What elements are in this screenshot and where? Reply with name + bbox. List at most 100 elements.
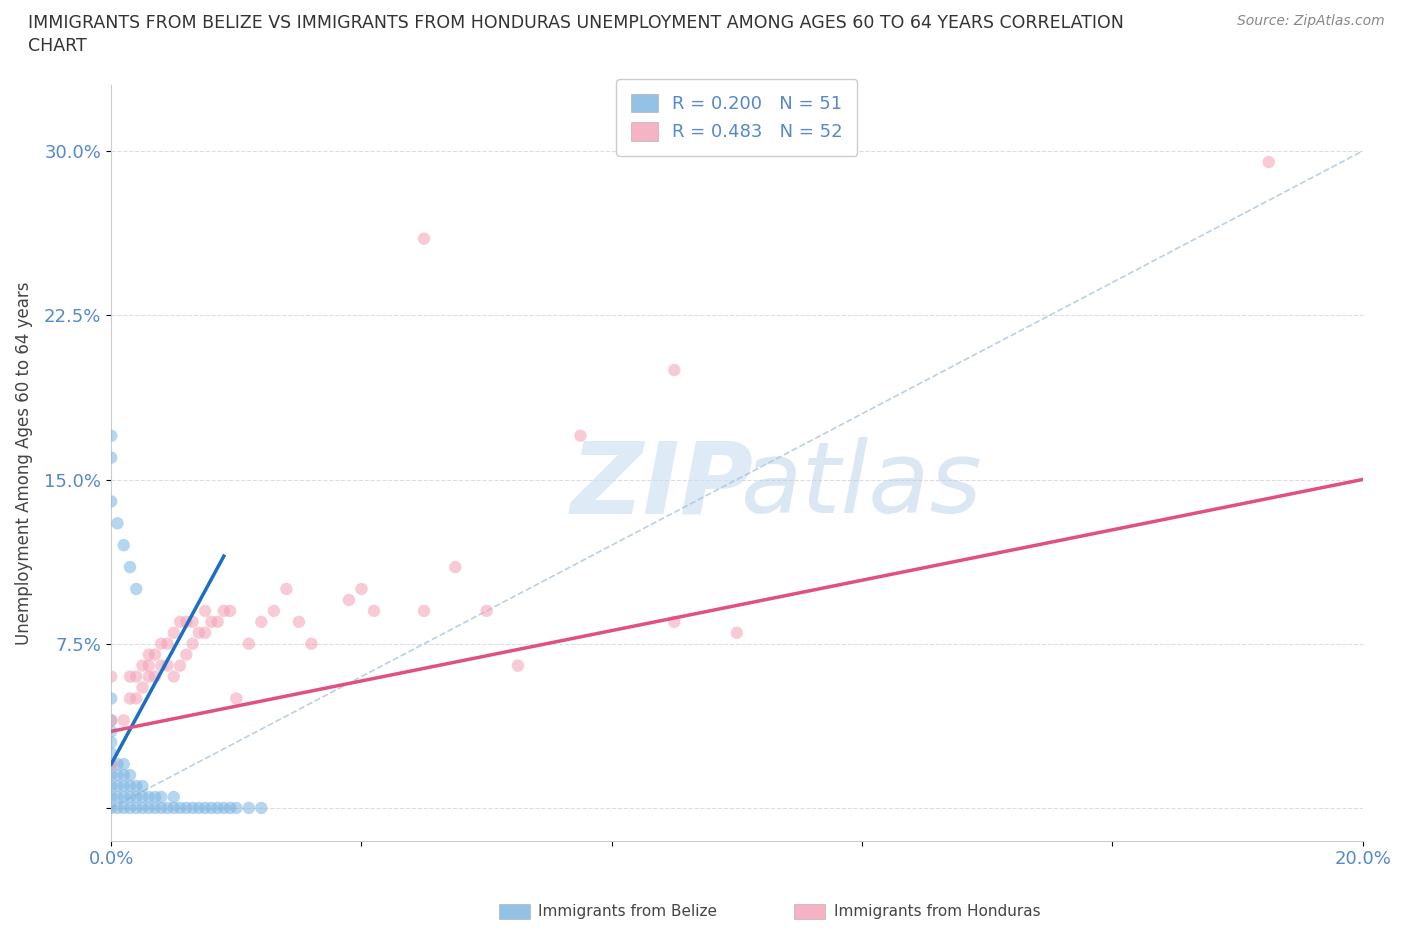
Point (174, 615, 197, 630)
Point (138, 647, 160, 662)
Text: CHART: CHART (28, 37, 87, 55)
Point (219, 801, 242, 816)
Point (118, 778, 141, 793)
Point (125, 581, 148, 596)
Point (337, 592, 360, 607)
Point (112, 757, 135, 772)
Point (150, 790, 173, 804)
Point (150, 636, 173, 651)
Point (187, 801, 209, 816)
Point (250, 801, 273, 816)
Y-axis label: Unemployment Among Ages 60 to 64 years: Unemployment Among Ages 60 to 64 years (15, 282, 32, 644)
Text: atlas: atlas (741, 437, 983, 534)
Point (143, 790, 166, 804)
Point (207, 615, 229, 630)
Point (181, 801, 204, 816)
Point (276, 581, 298, 596)
Point (506, 658, 529, 673)
Point (125, 669, 148, 684)
Point (107, 757, 129, 772)
Point (112, 801, 135, 816)
Text: IMMIGRANTS FROM BELIZE VS IMMIGRANTS FROM HONDURAS UNEMPLOYMENT AMONG AGES 60 TO: IMMIGRANTS FROM BELIZE VS IMMIGRANTS FRO… (28, 14, 1123, 32)
Point (100, 494, 122, 509)
Point (212, 801, 235, 816)
Point (288, 615, 311, 630)
Point (250, 615, 273, 630)
Point (100, 724, 122, 738)
Point (664, 363, 686, 378)
Point (131, 658, 153, 673)
Point (725, 625, 748, 640)
Point (174, 647, 197, 662)
Point (100, 778, 122, 793)
Point (107, 767, 129, 782)
Point (413, 232, 436, 246)
Point (131, 790, 153, 804)
Text: ZIP: ZIP (571, 437, 754, 534)
Point (174, 801, 197, 816)
Point (263, 604, 285, 618)
Point (131, 680, 153, 695)
Point (169, 801, 191, 816)
Point (200, 801, 222, 816)
Point (156, 801, 179, 816)
Point (100, 801, 122, 816)
Point (143, 669, 166, 684)
Point (118, 801, 141, 816)
Point (219, 604, 242, 618)
Point (100, 713, 122, 728)
Text: Immigrants from Belize: Immigrants from Belize (538, 904, 717, 919)
Point (138, 669, 160, 684)
Point (138, 658, 160, 673)
Point (100, 713, 122, 728)
Point (225, 801, 247, 816)
Point (112, 778, 135, 793)
Point (194, 801, 217, 816)
Point (112, 767, 135, 782)
Point (163, 801, 186, 816)
Point (187, 625, 209, 640)
Point (150, 801, 173, 816)
Point (169, 615, 191, 630)
Point (100, 746, 122, 761)
Point (200, 615, 222, 630)
Point (350, 581, 373, 596)
Point (138, 801, 160, 816)
Point (238, 801, 260, 816)
Point (181, 615, 204, 630)
Point (143, 647, 166, 662)
Point (299, 636, 322, 651)
Point (118, 767, 141, 782)
Point (156, 636, 179, 651)
Point (100, 450, 122, 465)
Point (150, 658, 173, 673)
Point (100, 767, 122, 782)
Point (107, 516, 129, 531)
Point (363, 604, 385, 618)
Point (212, 604, 235, 618)
Point (107, 801, 129, 816)
Point (131, 778, 153, 793)
Point (118, 669, 141, 684)
Point (569, 429, 592, 444)
Point (169, 658, 191, 673)
Point (100, 691, 122, 706)
Point (444, 560, 467, 575)
Text: Source: ZipAtlas.com: Source: ZipAtlas.com (1237, 14, 1385, 28)
Point (207, 801, 229, 816)
Legend: R = 0.200   N = 51, R = 0.483   N = 52: R = 0.200 N = 51, R = 0.483 N = 52 (616, 79, 858, 156)
Point (194, 625, 217, 640)
Point (1257, 154, 1279, 169)
Point (181, 636, 204, 651)
Point (100, 669, 122, 684)
Point (143, 801, 166, 816)
Point (163, 625, 186, 640)
Point (118, 790, 141, 804)
Point (194, 604, 217, 618)
Point (125, 691, 148, 706)
Point (225, 691, 247, 706)
Point (163, 790, 186, 804)
Point (100, 757, 122, 772)
Point (125, 778, 148, 793)
Point (163, 669, 186, 684)
